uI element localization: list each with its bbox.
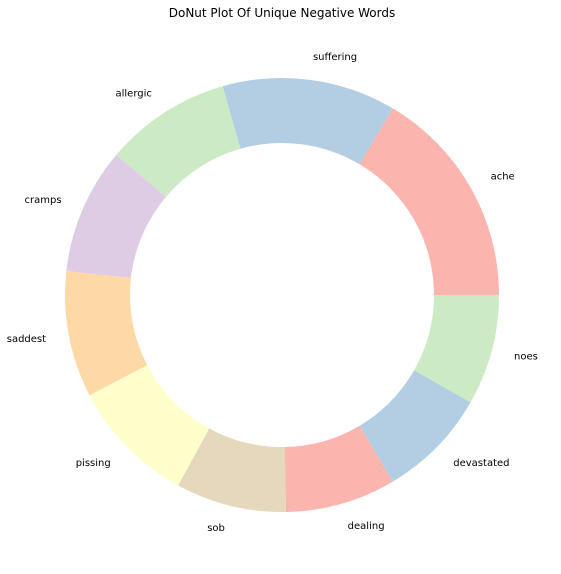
donut-slice-noes (414, 295, 499, 403)
slice-label-saddest: saddest (7, 334, 46, 345)
slice-label-allergic: allergic (116, 88, 152, 99)
donut-slice-pissing (89, 365, 210, 486)
slice-label-dealing: dealing (348, 521, 385, 532)
donut-slice-suffering (222, 77, 393, 165)
donut-slices (65, 77, 499, 512)
chart-title: DoNut Plot Of Unique Negative Words (169, 6, 396, 20)
donut-slice-dealing (284, 425, 393, 512)
slice-label-devastated: devastated (453, 458, 509, 469)
slice-label-cramps: cramps (25, 195, 62, 206)
slice-label-sob: sob (207, 523, 225, 534)
slice-label-suffering: suffering (313, 52, 357, 63)
donut-slice-devastated (359, 370, 471, 482)
donut-slice-sob (178, 428, 287, 512)
slice-label-ache: ache (491, 171, 515, 182)
donut-slice-cramps (66, 154, 166, 279)
donut-slice-ache (359, 108, 499, 295)
slice-labels: ache suffering allergic cramps saddest pissin… (7, 52, 538, 534)
slice-label-pissing: pissing (76, 458, 111, 469)
donut-slice-saddest (65, 270, 148, 396)
slice-label-noes: noes (514, 351, 538, 362)
donut-slice-allergic (116, 86, 241, 197)
